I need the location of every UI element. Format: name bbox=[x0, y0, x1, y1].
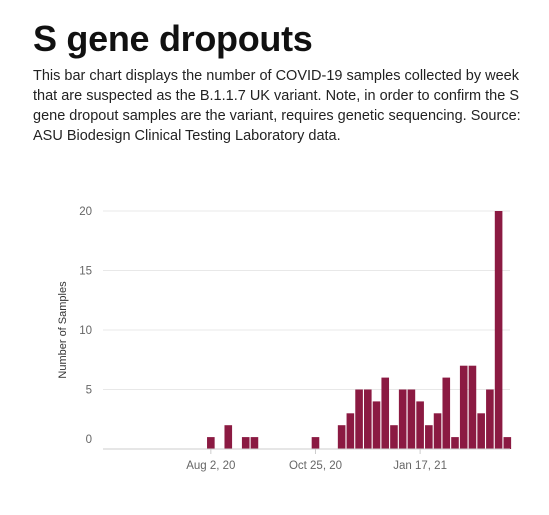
x-tick-label: Oct 25, 20 bbox=[289, 460, 342, 472]
x-tick-label: Jan 17, 21 bbox=[393, 460, 447, 472]
gridlines bbox=[103, 210, 510, 390]
bar bbox=[337, 425, 346, 449]
bar bbox=[224, 425, 233, 449]
bar bbox=[346, 413, 355, 449]
bar bbox=[390, 425, 398, 449]
bar bbox=[433, 413, 442, 449]
bar bbox=[459, 365, 468, 449]
bar bbox=[398, 389, 407, 449]
bar bbox=[407, 389, 416, 449]
bar bbox=[468, 365, 477, 449]
y-tick-label: 15 bbox=[79, 266, 92, 278]
y-tick-label: 10 bbox=[79, 325, 92, 337]
bar bbox=[451, 437, 459, 449]
bar bbox=[477, 413, 485, 449]
bar bbox=[372, 401, 381, 449]
bar bbox=[207, 437, 215, 449]
y-tick-label: 20 bbox=[79, 206, 92, 218]
chart-description: This bar chart displays the number of CO… bbox=[33, 68, 521, 144]
bar bbox=[250, 437, 259, 449]
y-axis-ticks: 0 5 10 15 20 bbox=[79, 206, 92, 446]
bar bbox=[442, 377, 451, 449]
chart-title: S gene dropouts bbox=[33, 18, 313, 59]
bar bbox=[486, 389, 494, 449]
bar bbox=[311, 437, 320, 449]
y-axis-label: Number of Samples bbox=[57, 281, 69, 379]
bar bbox=[503, 437, 512, 449]
bar bbox=[364, 389, 372, 449]
bar bbox=[416, 401, 424, 449]
y-tick-label: 5 bbox=[86, 385, 92, 397]
y-tick-label: 0 bbox=[86, 434, 92, 446]
bar bbox=[355, 389, 363, 449]
bar bbox=[381, 377, 390, 449]
bar bbox=[241, 437, 250, 449]
x-axis-ticks: Aug 2, 20 Oct 25, 20 Jan 17, 21 bbox=[186, 449, 447, 472]
bar bbox=[494, 211, 503, 449]
bars bbox=[207, 211, 512, 449]
x-tick-label: Aug 2, 20 bbox=[186, 460, 235, 472]
bar bbox=[425, 425, 433, 449]
